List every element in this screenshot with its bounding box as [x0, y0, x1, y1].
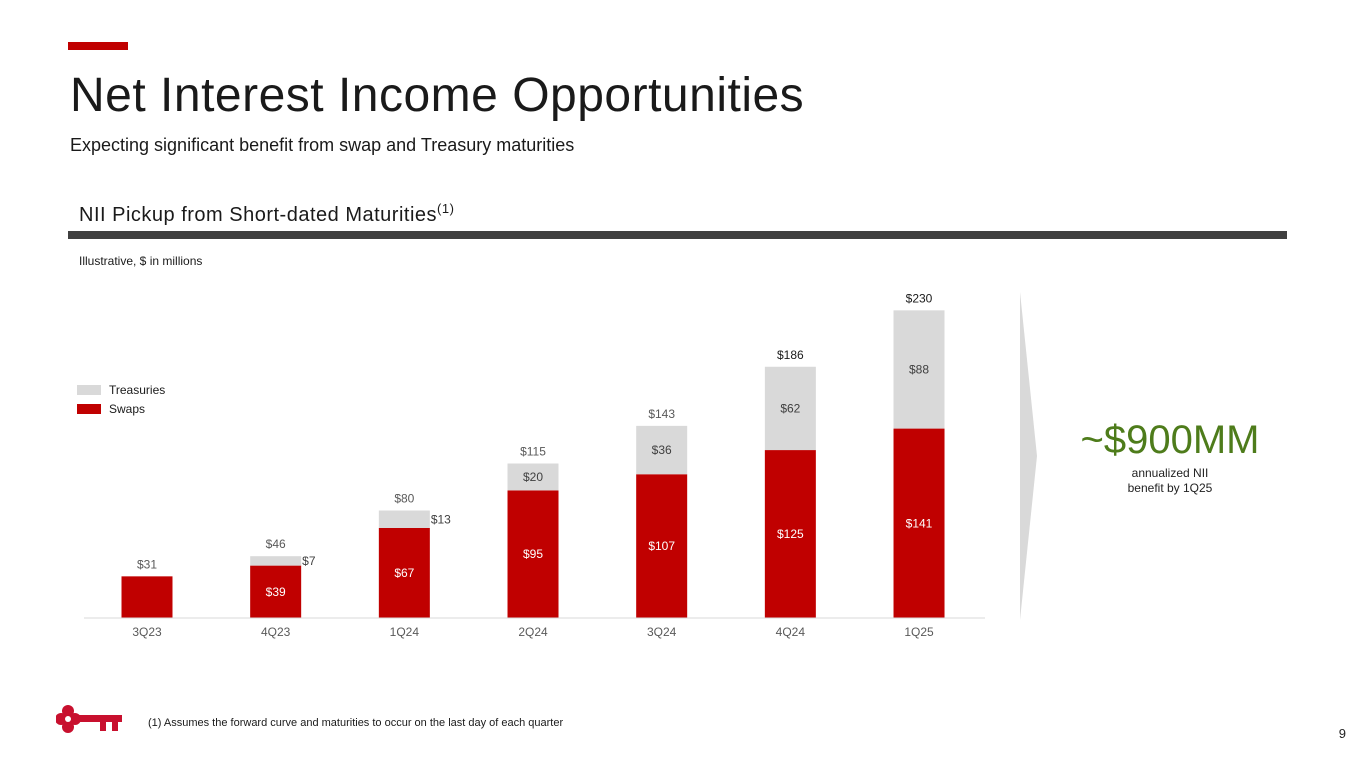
title-accent-bar	[68, 42, 128, 50]
data-label-swaps-3Q24: $107	[648, 539, 675, 553]
data-label-swaps-4Q24: $125	[777, 527, 804, 541]
legend-label-swaps: Swaps	[109, 402, 145, 416]
legend-label-treasuries: Treasuries	[109, 383, 165, 397]
legend-swatch-treasuries	[77, 385, 101, 395]
data-label-treasuries-1Q25: $88	[909, 362, 929, 376]
data-label-total-4Q23: $46	[266, 537, 286, 551]
x-tick-label-4Q24: 4Q24	[776, 625, 806, 639]
data-label-swaps-4Q23: $39	[266, 585, 286, 599]
x-tick-label-2Q24: 2Q24	[518, 625, 548, 639]
section-title: NII Pickup from Short-dated Maturities(1…	[79, 201, 454, 227]
data-label-treasuries-4Q24: $62	[780, 401, 800, 415]
bar-treasuries-1Q24	[378, 510, 430, 528]
bar-swaps-1Q24	[378, 527, 430, 618]
data-label-swaps-1Q25: $141	[906, 516, 933, 530]
callout-line-2: benefit by 1Q25	[1127, 481, 1213, 495]
section-divider	[68, 231, 1287, 239]
data-label-total-1Q24: $80	[394, 492, 414, 506]
bar-treasuries-4Q23	[250, 556, 302, 566]
data-label-treasuries-2Q24: $20	[523, 470, 543, 484]
data-label-treasuries-3Q24: $36	[652, 443, 672, 457]
x-tick-label-1Q25: 1Q25	[904, 625, 934, 639]
x-tick-label-1Q24: 1Q24	[390, 625, 420, 639]
page-subtitle: Expecting significant benefit from swap …	[70, 135, 575, 155]
callout-value: ~$900MM	[1080, 418, 1260, 462]
chart-note: Illustrative, $ in millions	[79, 254, 203, 268]
footnote: (1) Assumes the forward curve and maturi…	[148, 717, 564, 729]
key-logo-icon	[56, 705, 122, 733]
callout-text: annualized NII benefit by 1Q25	[1100, 466, 1240, 496]
x-tick-label-4Q23: 4Q23	[261, 625, 291, 639]
page-title: Net Interest Income Opportunities	[70, 69, 805, 122]
bar-treasuries-4Q24	[764, 366, 816, 451]
data-label-treasuries-4Q23: $7	[302, 554, 316, 568]
section-title-text: NII Pickup from Short-dated Maturities	[79, 204, 438, 226]
bar-swaps-1Q25	[893, 428, 945, 618]
bar-treasuries-1Q25	[893, 310, 945, 429]
bar-treasuries-3Q24	[636, 425, 688, 475]
callout-line-1: annualized NII	[1131, 466, 1209, 480]
section-title-footnote-marker: (1)	[437, 201, 455, 216]
page-number: 9	[1338, 726, 1346, 741]
bar-swaps-3Q24	[636, 474, 688, 618]
x-tick-label-3Q24: 3Q24	[647, 625, 677, 639]
legend-swatch-swaps	[77, 404, 101, 414]
data-label-treasuries-1Q24: $13	[431, 512, 451, 526]
data-label-total-4Q24: $186	[777, 348, 804, 362]
bar-swaps-4Q23	[250, 565, 302, 618]
bar-swaps-2Q24	[507, 490, 559, 618]
bar-swaps-4Q24	[764, 450, 816, 618]
bar-swaps-3Q23	[121, 576, 173, 618]
data-label-total-3Q23: $31	[137, 557, 157, 571]
x-tick-label-3Q23: 3Q23	[132, 625, 162, 639]
data-label-total-1Q25: $230	[906, 291, 933, 305]
data-label-swaps-2Q24: $95	[523, 547, 543, 561]
callout-chevron	[1020, 292, 1037, 620]
data-label-total-3Q24: $143	[648, 407, 675, 421]
bar-treasuries-2Q24	[507, 463, 559, 491]
data-label-total-2Q24: $115	[520, 445, 546, 459]
data-label-swaps-1Q24: $67	[394, 566, 414, 580]
